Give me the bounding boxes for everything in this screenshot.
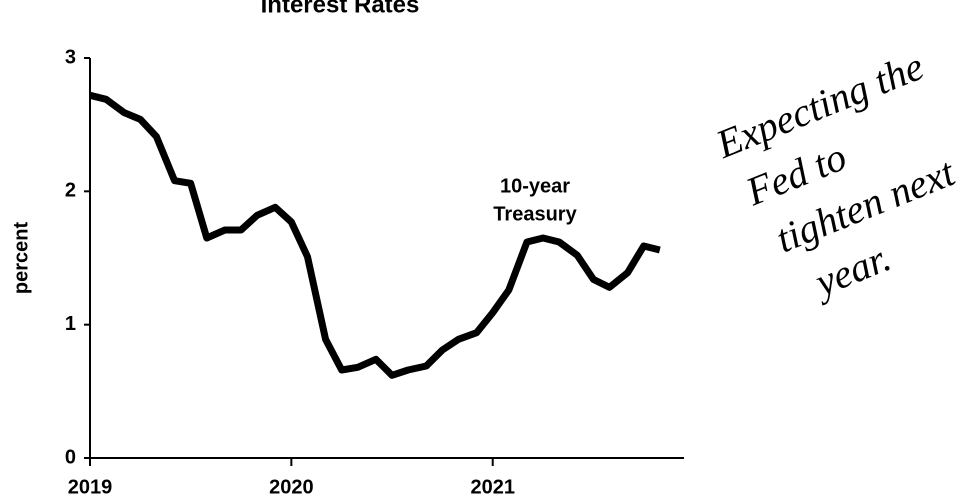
chart-title: Interest Rates bbox=[261, 0, 420, 18]
y-tick-label: 2 bbox=[65, 180, 76, 202]
line bbox=[89, 91, 661, 379]
y-tick-label: 1 bbox=[65, 313, 76, 335]
y-axis-label: percent bbox=[10, 222, 32, 295]
y-tick-label: 0 bbox=[65, 446, 76, 468]
handwritten-note: Expecting the Fed to tighten next year. bbox=[709, 43, 961, 306]
series-label: Treasury bbox=[493, 203, 577, 225]
y-tick-label: 3 bbox=[65, 46, 76, 68]
x-tick-label: 2021 bbox=[470, 476, 515, 498]
x-tick-label: 2020 bbox=[269, 476, 314, 498]
x-tick-label: 2019 bbox=[68, 476, 113, 498]
series-label: 10-year bbox=[500, 175, 570, 197]
